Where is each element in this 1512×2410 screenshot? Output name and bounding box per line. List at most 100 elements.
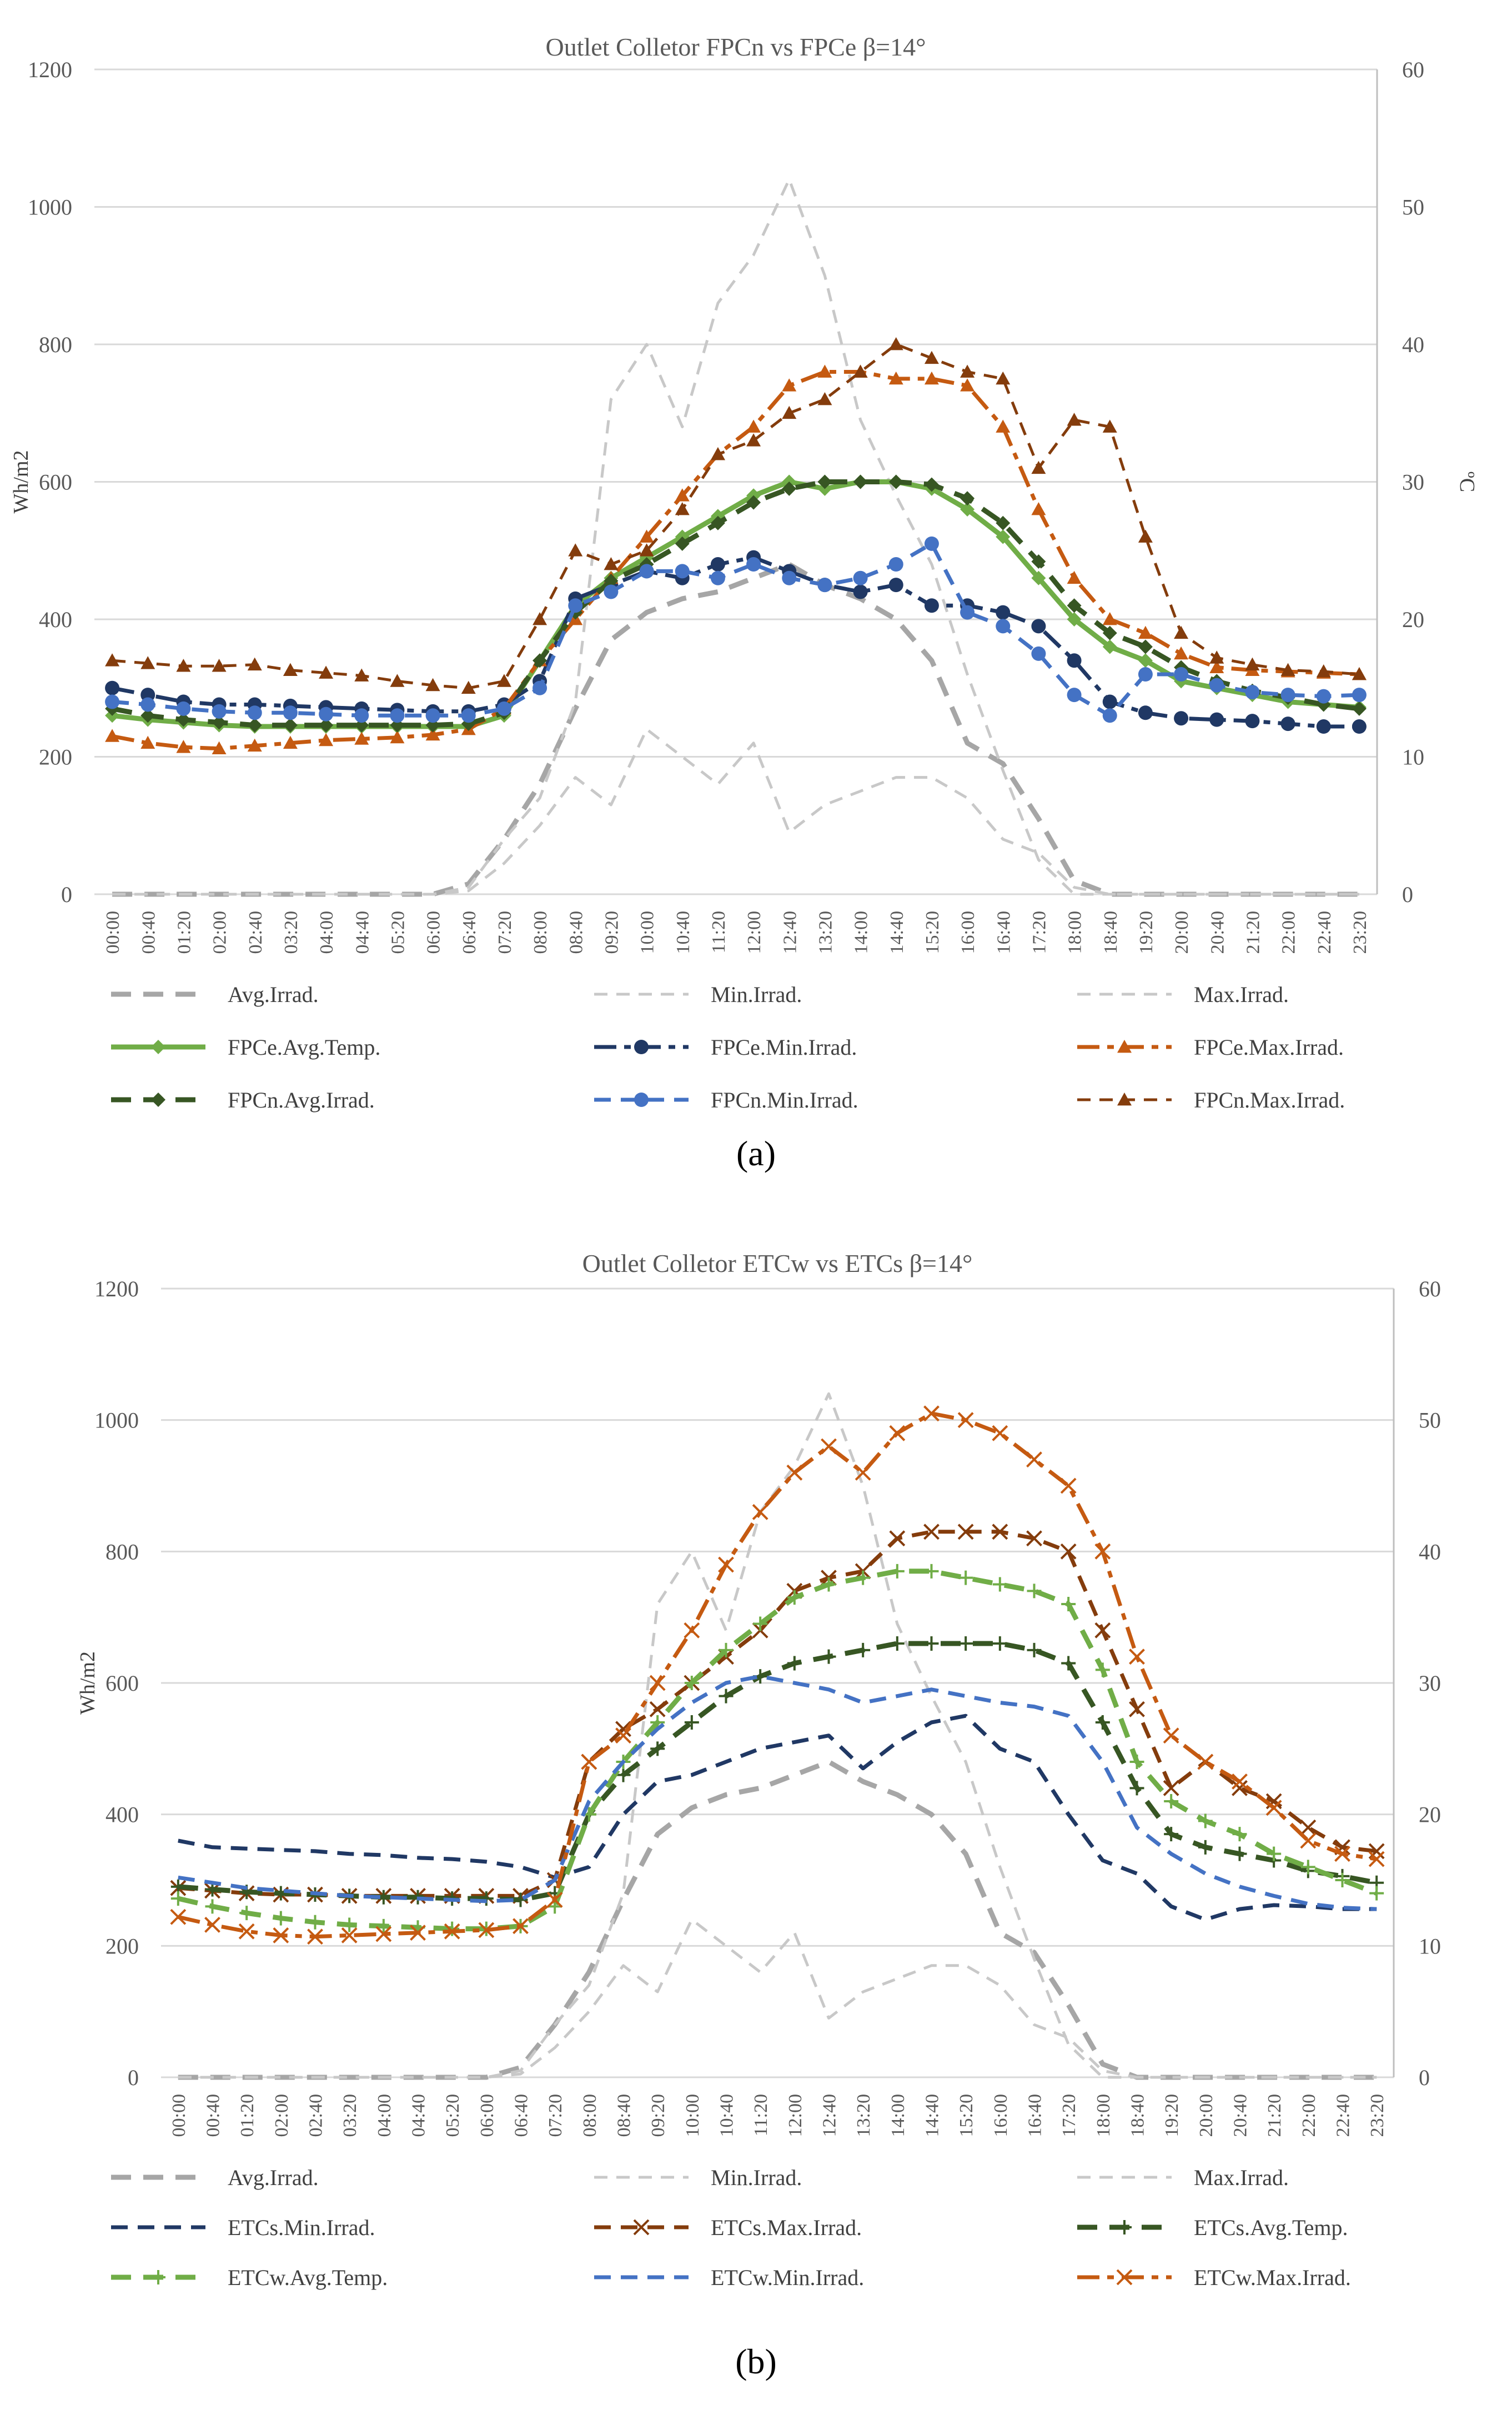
data-point (782, 570, 797, 585)
data-point (817, 578, 832, 593)
x-tick-label: 18:40 (1101, 911, 1121, 954)
data-point (1334, 1846, 1350, 1862)
data-point (1352, 688, 1367, 703)
data-point (247, 705, 262, 720)
series-line (178, 1530, 1377, 1898)
y-tick-label: 400 (39, 607, 72, 632)
data-point (853, 570, 868, 585)
data-point (390, 708, 405, 723)
data-point (212, 704, 227, 719)
y2-tick-label: 20 (1402, 607, 1424, 632)
data-point (140, 708, 155, 723)
x-tick-label: 19:20 (1136, 911, 1157, 954)
series-line (178, 1759, 1377, 2080)
x-tick-label: 16:40 (993, 911, 1014, 954)
y-tick-label: 1200 (94, 1276, 139, 1301)
data-point (1232, 1827, 1247, 1842)
x-tick-label: 20:40 (1207, 911, 1228, 954)
x-tick-label: 15:20 (956, 2094, 977, 2137)
data-point (1095, 1662, 1110, 1677)
legend-marker (634, 1040, 649, 1054)
legend-marker (1116, 2269, 1133, 2286)
y2-tick-label: 50 (1419, 1408, 1441, 1433)
x-tick-label: 20:00 (1196, 2094, 1217, 2137)
data-point (675, 564, 690, 579)
series-line (112, 728, 1359, 896)
x-tick-label: 22:40 (1314, 911, 1335, 954)
series-etcw-avg-temp- (170, 1564, 1384, 1936)
data-point (924, 598, 939, 613)
data-point (1209, 660, 1224, 674)
data-point (1352, 701, 1367, 716)
y2-tick-label: 40 (1419, 1539, 1441, 1564)
data-point (1067, 653, 1082, 668)
x-tick-label: 01:20 (174, 911, 194, 954)
series-line (112, 562, 1359, 897)
x-tick-label: 10:00 (637, 911, 658, 954)
data-point (1369, 1886, 1384, 1901)
y2-axis-title: ºC (1455, 472, 1479, 492)
data-point (425, 678, 440, 692)
data-point (273, 1911, 288, 1926)
data-point (890, 1636, 905, 1651)
data-point (247, 718, 262, 733)
data-point (821, 1577, 836, 1592)
data-point (856, 1642, 871, 1657)
legend-label: ETCw.Avg.Temp. (228, 2265, 388, 2290)
y-tick-label: 600 (39, 470, 72, 495)
data-point (1163, 1727, 1179, 1744)
data-point (604, 557, 619, 570)
y2-tick-label: 0 (1419, 2065, 1430, 2090)
data-point (1209, 678, 1224, 693)
gridlines (161, 1287, 1394, 2078)
legend-marker (151, 1093, 165, 1107)
y2-tick-label: 60 (1402, 57, 1424, 82)
x-tick-label: 10:00 (682, 2094, 703, 2137)
data-point (856, 1570, 871, 1585)
series-line (112, 178, 1359, 896)
data-point (1300, 1832, 1317, 1849)
x-tick-label: 03:20 (281, 911, 302, 954)
y2-tick-label: 40 (1402, 332, 1424, 357)
legend: Avg.Irrad. Min.Irrad. Max.Irrad. FPCe.Avg.T… (111, 982, 1345, 1113)
data-point (639, 564, 654, 579)
data-point (533, 653, 547, 668)
data-point (889, 1425, 906, 1441)
y-tick-label: 600 (106, 1671, 139, 1696)
x-tick-label: 05:20 (443, 2094, 463, 2137)
x-tick-label: 22:00 (1299, 2094, 1319, 2137)
y2-tick-label: 30 (1419, 1671, 1441, 1696)
legend-label: Avg.Irrad. (228, 982, 319, 1007)
x-tick-label: 00:00 (103, 911, 123, 954)
data-point (639, 529, 654, 543)
data-point (581, 1753, 597, 1770)
data-point (960, 502, 975, 517)
data-point (1138, 639, 1153, 654)
data-point (923, 1524, 940, 1540)
data-point (719, 1642, 734, 1657)
x-tick-label: 15:20 (922, 911, 943, 954)
data-point (996, 371, 1011, 385)
data-point (478, 1922, 495, 1938)
x-tick-label: 10:40 (717, 2094, 737, 2137)
data-point (649, 1675, 666, 1691)
x-tick-label: 11:20 (751, 2094, 771, 2136)
data-point (1061, 1597, 1076, 1611)
x-tick-label: 14:00 (851, 911, 872, 954)
x-tick-label: 12:40 (780, 911, 800, 954)
data-point (639, 543, 654, 557)
series-avg-irrad- (178, 1759, 1377, 2080)
series-line (178, 1674, 1377, 1911)
x-tick-label: 14:40 (922, 2094, 943, 2137)
series-max-irrad- (112, 178, 1359, 896)
data-point (924, 1564, 939, 1579)
x-tick-label: 04:00 (317, 911, 337, 954)
data-point (342, 1917, 357, 1932)
y-tick-label: 800 (39, 332, 72, 357)
series-min-irrad- (112, 728, 1359, 896)
data-point (204, 1917, 220, 1933)
data-point (1067, 570, 1082, 584)
data-point (283, 718, 298, 733)
data-point (1198, 1840, 1213, 1855)
data-point (273, 1886, 288, 1901)
